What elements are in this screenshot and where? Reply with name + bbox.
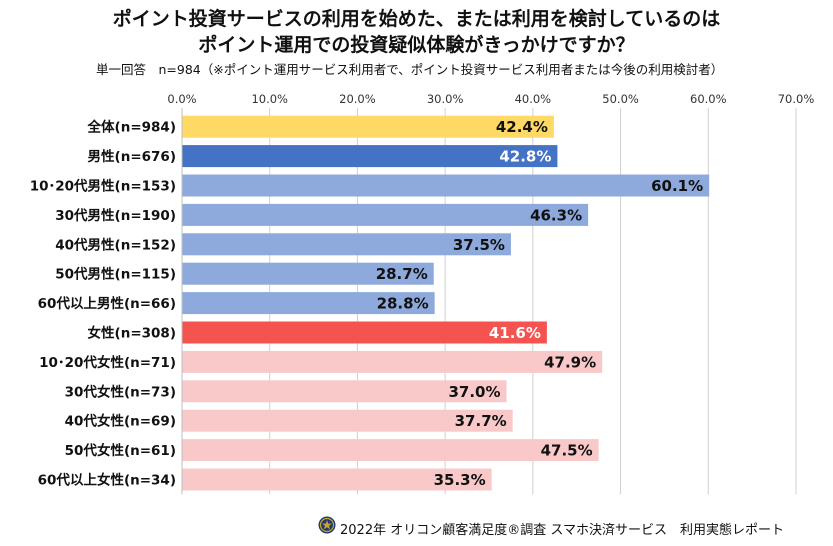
x-tick-label: 70.0%: [778, 92, 815, 106]
category-label: 女性(n=308): [88, 325, 176, 342]
bar: [182, 203, 589, 226]
data-label: 42.4%: [496, 118, 548, 136]
bar: [182, 380, 507, 403]
bar: [182, 145, 558, 168]
bar: [182, 468, 492, 491]
chart-title-line2: ポイント運用での投資疑似体験がきっかけですか？: [198, 34, 635, 56]
category-label: 60代以上男性(n=66): [38, 295, 176, 312]
data-label: 47.9%: [544, 353, 596, 371]
x-tick-label: 50.0%: [602, 92, 639, 106]
data-label: 37.0%: [448, 383, 500, 401]
data-label: 47.5%: [541, 442, 593, 460]
bar: [182, 292, 435, 315]
data-label: 46.3%: [530, 206, 582, 224]
oricon-seal-icon: [318, 516, 336, 534]
bar: [182, 262, 434, 285]
bar: [182, 233, 511, 256]
x-tick-label: 0.0%: [167, 92, 196, 106]
category-label: 50代女性(n=61): [65, 442, 176, 459]
bar: [182, 350, 603, 373]
chart-title-line1: ポイント投資サービスの利用を始めた、または利用を検討しているのは: [112, 8, 721, 30]
x-tick-label: 10.0%: [251, 92, 288, 106]
category-label: 10･20代男性(n=153): [30, 178, 176, 195]
x-tick-label: 40.0%: [515, 92, 552, 106]
data-label: 42.8%: [499, 148, 551, 166]
category-label: 30代男性(n=190): [55, 207, 176, 224]
data-label: 37.5%: [453, 236, 505, 254]
footer-source: 2022年 オリコン顧客満足度®調査 スマホ決済サービス 利用実態レポート: [340, 523, 784, 538]
bar: [182, 174, 710, 197]
category-label: 全体(n=984): [87, 119, 176, 136]
category-label: 40代女性(n=69): [65, 413, 176, 430]
data-label: 60.1%: [651, 177, 703, 195]
chart-subtitle: 単一回答 n=984（※ポイント運用サービス利用者で、ポイント投資サービス利用者…: [96, 62, 724, 77]
bar: [182, 115, 554, 138]
x-tick-label: 20.0%: [339, 92, 376, 106]
category-label: 30代女性(n=73): [65, 383, 176, 400]
category-label: 10･20代女性(n=71): [39, 354, 176, 371]
data-label: 35.3%: [434, 471, 486, 489]
category-label: 60代以上女性(n=34): [38, 472, 176, 489]
bar: [182, 321, 547, 344]
data-label: 41.6%: [489, 324, 541, 342]
category-label: 40代男性(n=152): [55, 236, 176, 253]
category-label: 50代男性(n=115): [55, 266, 176, 283]
bar: [182, 409, 513, 432]
data-label: 28.8%: [377, 295, 429, 313]
x-tick-label: 30.0%: [427, 92, 464, 106]
data-label: 37.7%: [455, 412, 507, 430]
data-label: 28.7%: [376, 265, 428, 283]
bar: [182, 439, 599, 462]
category-label: 男性(n=676): [88, 148, 176, 165]
x-tick-label: 60.0%: [690, 92, 727, 106]
